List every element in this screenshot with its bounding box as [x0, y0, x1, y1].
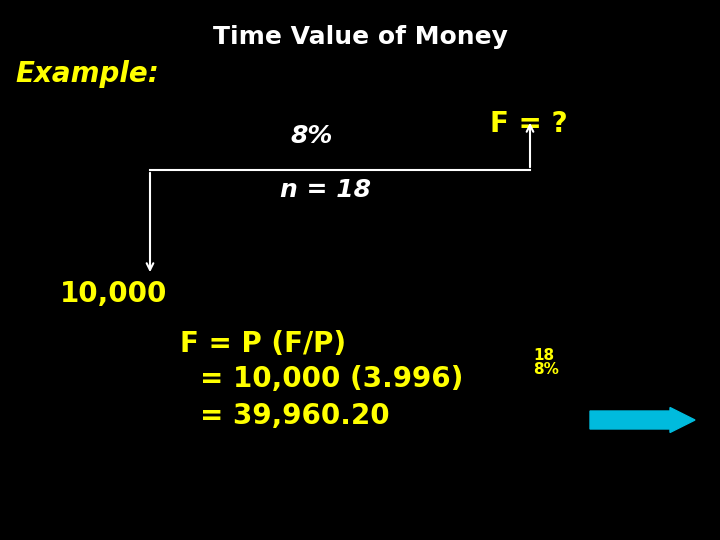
Text: = 39,960.20: = 39,960.20 — [200, 402, 390, 430]
Text: 8%: 8% — [533, 362, 559, 377]
Text: = 10,000 (3.996): = 10,000 (3.996) — [200, 365, 464, 393]
Text: Time Value of Money: Time Value of Money — [212, 25, 508, 49]
Text: Example:: Example: — [15, 60, 159, 88]
FancyArrow shape — [590, 408, 695, 433]
Text: F = P (F/P): F = P (F/P) — [180, 330, 346, 358]
Text: F = ?: F = ? — [490, 110, 567, 138]
Text: 10,000: 10,000 — [60, 280, 167, 308]
Text: n = 18: n = 18 — [280, 178, 371, 202]
Text: 18: 18 — [533, 348, 554, 363]
Text: 8%: 8% — [290, 124, 333, 148]
